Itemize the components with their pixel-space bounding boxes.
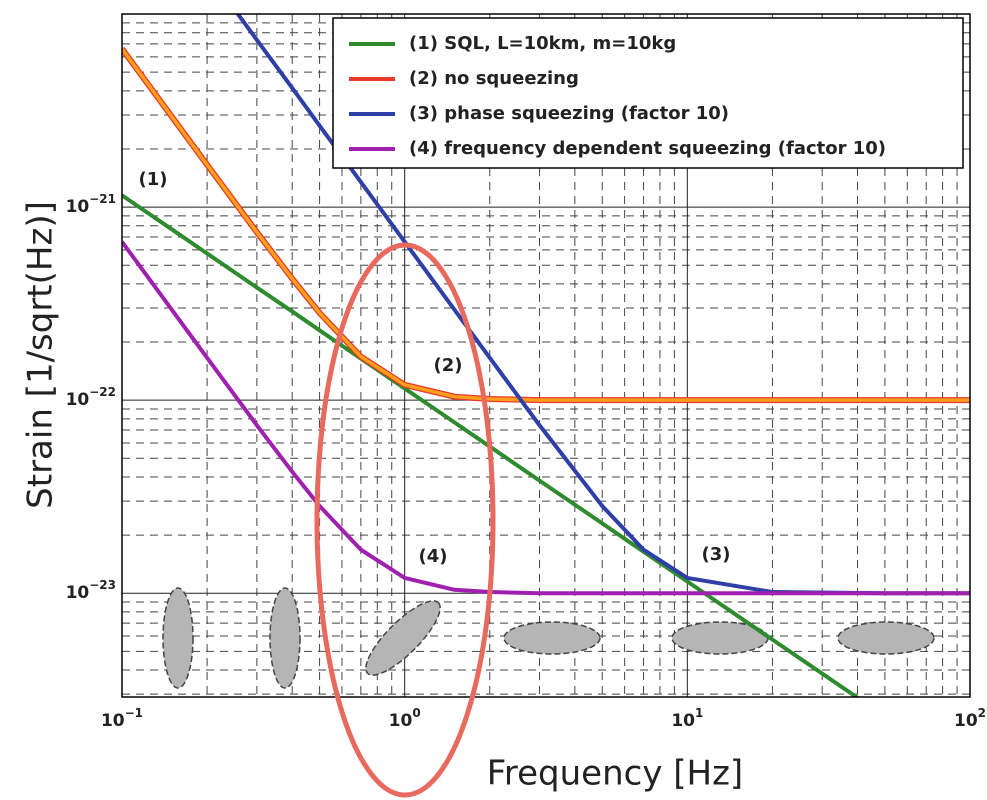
annotation: (4) (419, 546, 448, 567)
ellipse (162, 587, 194, 689)
y-tick-label: 10−21 (66, 192, 116, 218)
y-tick-label: 10−23 (66, 578, 116, 604)
legend-label: (2) no squeezing (409, 68, 579, 89)
plot-frame (121, 13, 971, 698)
ellipse (837, 621, 935, 655)
legend-label: (4) frequency dependent squeezing (facto… (409, 138, 886, 159)
legend-box (332, 17, 964, 169)
x-tick-label: 101 (671, 706, 703, 732)
annotation: (1) (139, 169, 168, 190)
legend: (1) SQL, L=10km, m=10kg (2) no squeezing (… (332, 17, 964, 169)
highlight-ellipse (314, 242, 496, 798)
series-line (122, 193, 860, 697)
ellipse (503, 621, 601, 655)
x-tick-label: 100 (389, 706, 421, 732)
x-tick-label: 102 (954, 706, 986, 732)
annotation: (3) (702, 544, 731, 565)
annotation: (2) (434, 355, 463, 376)
legend-label: (3) phase squeezing (factor 10) (409, 103, 729, 124)
squeeze-ellipses (162, 587, 935, 689)
legend-label: (1) SQL, L=10km, m=10kg (409, 33, 676, 54)
x-tick-label: 10−1 (101, 706, 143, 732)
series-line (122, 240, 970, 596)
y-tick-label: 10−22 (66, 385, 116, 411)
ellipse (269, 587, 301, 689)
series-line (235, 14, 970, 596)
series-line-overlay (122, 47, 970, 402)
y-axis-label: Strain [1/sqrt(Hz)] (21, 201, 61, 509)
x-axis-label: Frequency [Hz] (487, 754, 743, 794)
ellipse (365, 600, 441, 676)
lines (122, 14, 970, 697)
